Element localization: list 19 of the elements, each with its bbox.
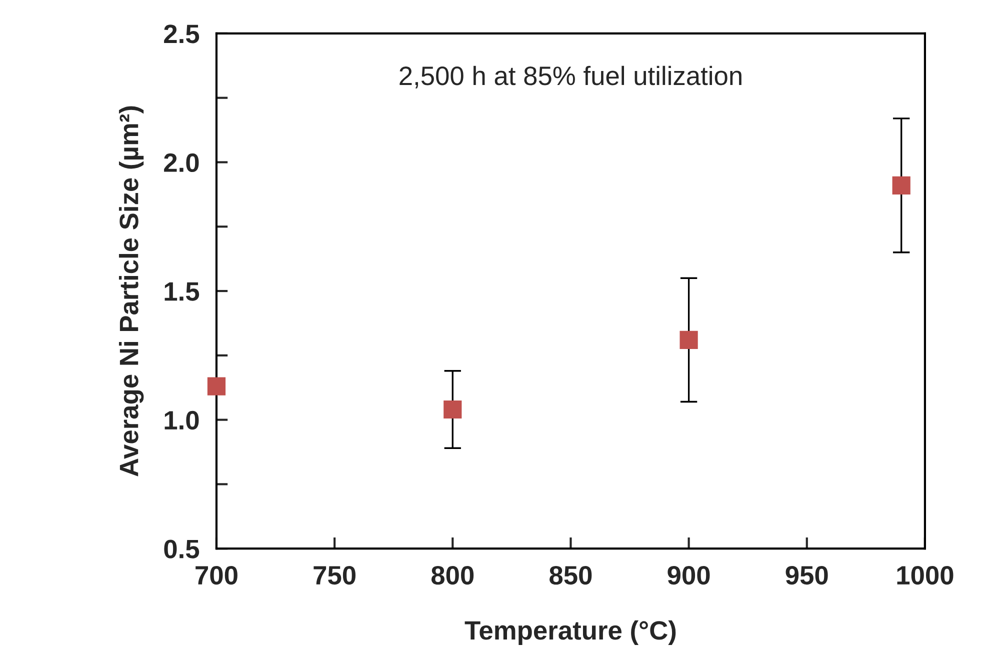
- point: [207, 377, 226, 396]
- y-tick-label: 0.5: [164, 540, 200, 558]
- x-tick-label: 850: [550, 566, 592, 585]
- point: [892, 176, 910, 194]
- x-tick-label: 750: [314, 566, 356, 585]
- y-tick-label: 2.0: [164, 153, 199, 172]
- point: [680, 330, 698, 350]
- x-tick-label: 800: [431, 566, 474, 585]
- x-tick-label: 700: [196, 566, 238, 585]
- point: [444, 400, 462, 419]
- annotation: 2,500 h at 85% fuel utilization: [400, 66, 742, 88]
- x-tick-label: 900: [668, 566, 710, 585]
- y-tick-label: 1.0: [164, 410, 199, 430]
- x-tick-label: 1000: [897, 566, 954, 585]
- x-tick-label: 950: [786, 566, 828, 585]
- y-axis-title: Average Ni Particle Size (µm²): [118, 106, 144, 476]
- x-axis-title: Temperature (°C): [464, 620, 676, 645]
- y-tick-label: 2.5: [164, 24, 200, 44]
- y-tick-label: 1.5: [164, 282, 200, 301]
